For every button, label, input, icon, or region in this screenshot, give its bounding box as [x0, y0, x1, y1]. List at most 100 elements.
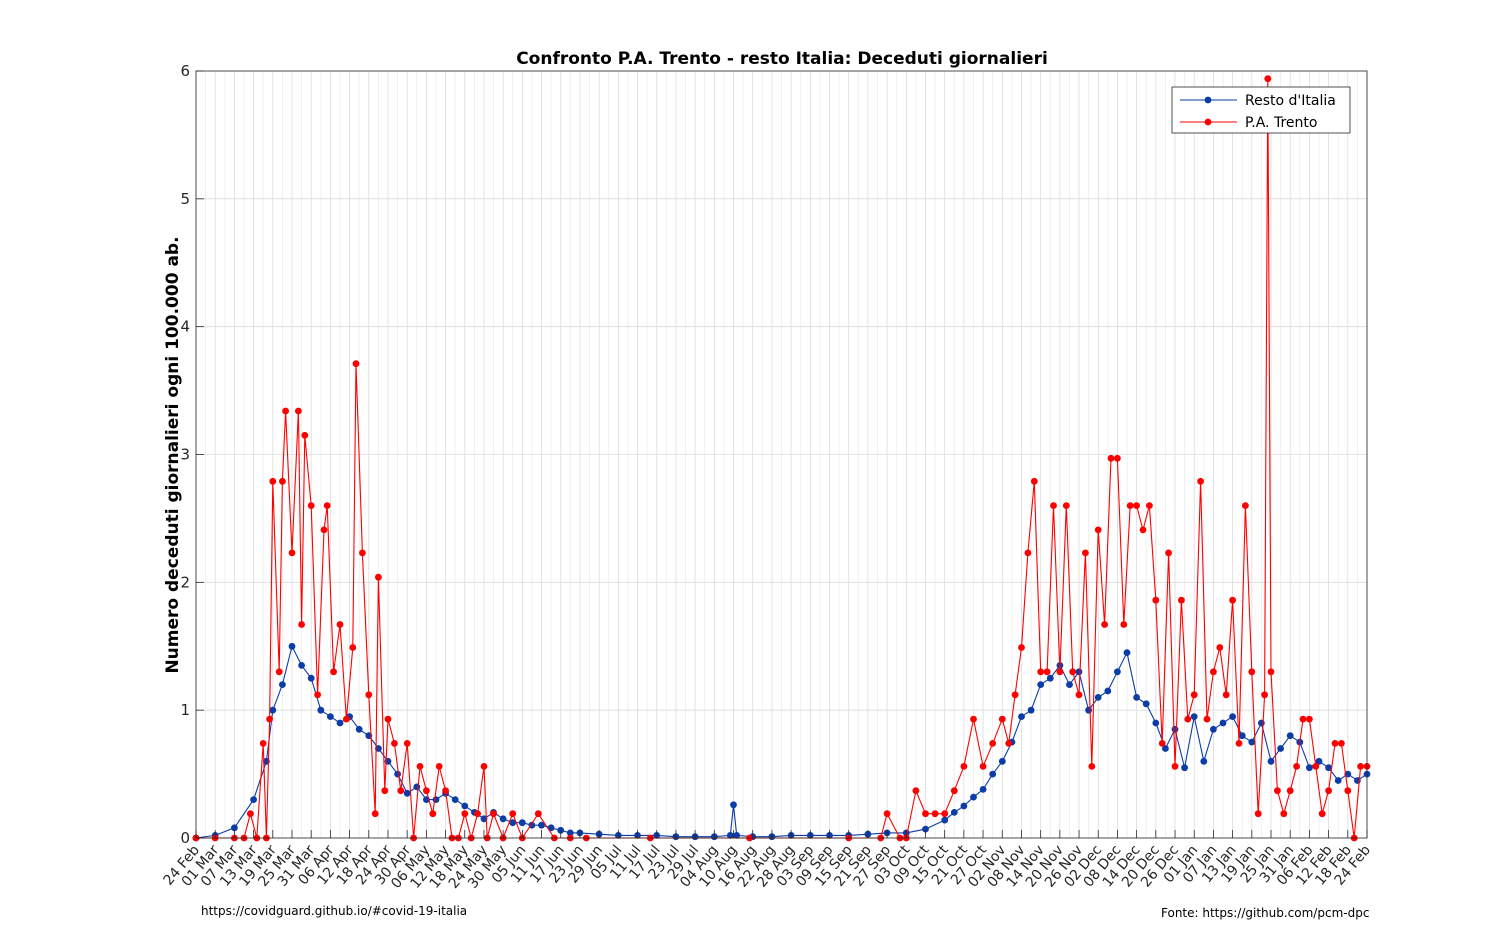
- chart-title: Confronto P.A. Trento - resto Italia: De…: [516, 49, 1048, 69]
- data-point: [301, 431, 309, 439]
- data-point: [1280, 810, 1288, 818]
- data-point: [1088, 763, 1096, 770]
- data-point: [1258, 719, 1265, 727]
- footer-source-right: Fonte: https://github.com/pcm-dpc: [1161, 906, 1370, 920]
- data-point: [733, 832, 741, 839]
- data-point: [509, 819, 517, 827]
- data-point: [375, 745, 382, 752]
- data-point: [931, 810, 939, 818]
- data-point: [461, 810, 469, 818]
- data-point: [480, 815, 488, 823]
- data-point: [1024, 549, 1032, 557]
- data-point: [941, 810, 949, 818]
- data-point: [960, 802, 968, 810]
- data-point: [1152, 719, 1160, 727]
- data-point: [509, 810, 517, 818]
- data-point: [343, 715, 350, 723]
- data-point: [730, 801, 737, 809]
- data-point: [998, 715, 1006, 723]
- data-point: [1264, 75, 1272, 83]
- data-point: [375, 573, 382, 581]
- y-tick-label: 2: [180, 573, 190, 591]
- data-point: [1027, 706, 1035, 714]
- data-point: [1082, 549, 1089, 557]
- data-point: [1242, 502, 1249, 509]
- data-point: [912, 787, 920, 795]
- data-point: [490, 810, 497, 818]
- data-point: [1181, 764, 1188, 772]
- data-point: [349, 644, 357, 651]
- data-point: [423, 787, 430, 795]
- data-point: [384, 715, 392, 723]
- data-point: [1229, 596, 1236, 604]
- data-point: [1158, 740, 1166, 747]
- data-point: [413, 783, 421, 791]
- data-point: [1114, 454, 1121, 462]
- data-point: [1312, 763, 1320, 770]
- data-point: [365, 691, 373, 699]
- y-ticks: 0 1 2 3 4 5 6: [180, 62, 204, 847]
- data-point: [1267, 668, 1275, 676]
- data-point: [279, 681, 286, 688]
- data-point: [1197, 477, 1204, 485]
- data-point: [1286, 787, 1294, 795]
- data-point: [1165, 549, 1172, 557]
- data-point: [1254, 810, 1262, 818]
- data-point: [1018, 644, 1025, 651]
- data-point: [295, 407, 302, 415]
- data-point: [1146, 502, 1153, 509]
- data-point: [1152, 596, 1160, 604]
- footer-source-left: https://covidguard.github.io/#covid-19-i…: [201, 904, 468, 918]
- data-point: [518, 819, 526, 827]
- data-point: [1315, 757, 1323, 765]
- data-point: [1306, 764, 1313, 772]
- data-point: [1126, 502, 1134, 509]
- data-point: [979, 786, 987, 793]
- data-point: [461, 802, 469, 810]
- y-tick-label: 6: [180, 62, 190, 80]
- data-point: [1069, 668, 1077, 676]
- data-point: [330, 668, 337, 676]
- data-point: [403, 789, 411, 797]
- data-point: [279, 477, 286, 485]
- data-point: [1325, 787, 1332, 795]
- data-point: [1238, 732, 1246, 740]
- y-tick-label: 1: [180, 701, 190, 719]
- data-point: [314, 691, 321, 699]
- legend: Resto d'Italia P.A. Trento: [1171, 86, 1351, 134]
- data-point: [403, 740, 411, 747]
- data-point: [499, 815, 507, 823]
- data-point: [970, 793, 977, 801]
- data-point: [1178, 596, 1185, 604]
- data-point: [259, 740, 267, 747]
- data-point: [1171, 763, 1179, 770]
- data-point: [566, 829, 574, 837]
- data-point: [1338, 740, 1345, 747]
- data-point: [1325, 764, 1332, 772]
- data-point: [922, 825, 929, 833]
- data-point: [355, 725, 363, 733]
- data-point: [989, 770, 997, 778]
- data-point: [275, 668, 283, 676]
- data-point: [1334, 777, 1342, 784]
- data-point: [269, 706, 277, 714]
- data-point: [1293, 763, 1300, 770]
- data-point: [1030, 477, 1038, 485]
- data-point: [327, 713, 334, 720]
- data-point: [416, 763, 424, 770]
- y-tick-label: 0: [180, 829, 190, 847]
- data-point: [1222, 691, 1230, 699]
- data-point: [269, 477, 277, 485]
- data-point: [1235, 740, 1243, 747]
- data-point: [950, 787, 958, 795]
- data-point: [1357, 763, 1364, 770]
- data-point: [1318, 810, 1326, 818]
- data-point: [1120, 621, 1128, 628]
- data-point: [883, 810, 891, 818]
- data-point: [317, 706, 325, 714]
- data-point: [432, 796, 440, 803]
- data-point: [1210, 725, 1217, 733]
- data-point: [1050, 502, 1057, 509]
- data-point: [288, 642, 296, 650]
